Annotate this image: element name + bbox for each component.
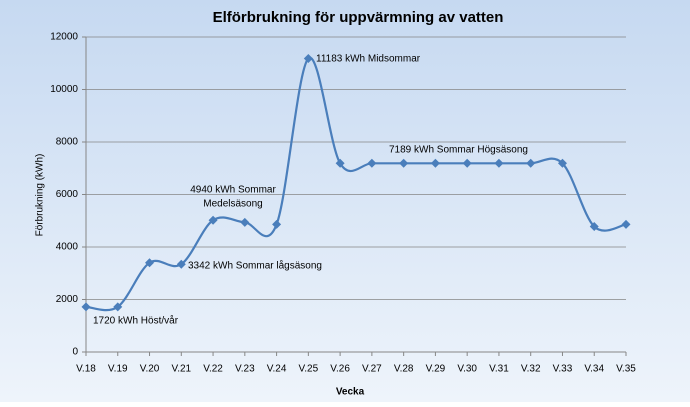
x-tick-label: V.28 [394, 364, 414, 375]
x-tick-label: V.21 [171, 364, 191, 375]
data-point [303, 53, 313, 63]
data-point [526, 158, 536, 168]
y-tick-label: 4000 [56, 242, 79, 253]
data-point [335, 158, 345, 168]
x-axis-title: Vecka [336, 387, 365, 398]
x-tick-label: V.18 [76, 364, 96, 375]
data-point [494, 158, 504, 168]
x-tick-label: V.23 [235, 364, 255, 375]
data-point [145, 258, 155, 268]
data-point [621, 219, 631, 229]
x-tick-label: V.26 [330, 364, 350, 375]
data-point [462, 158, 472, 168]
data-point [81, 302, 91, 312]
x-tick-label: V.33 [553, 364, 573, 375]
y-tick-label: 0 [72, 347, 78, 358]
x-tick-label: V.27 [362, 364, 382, 375]
x-tick-label: V.25 [299, 364, 319, 375]
x-tick-label: V.35 [616, 364, 636, 375]
annotation: 1720 kWh Höst/vår [93, 315, 179, 327]
x-tick-label: V.32 [521, 364, 541, 375]
x-tick-label: V.29 [426, 364, 446, 375]
data-point [208, 215, 218, 225]
annotation: 7189 kWh Sommar Högsäsong [389, 145, 528, 156]
y-tick-label: 10000 [50, 84, 78, 95]
chart-title: Elförbrukning för uppvärmning av vatten [213, 9, 504, 26]
x-tick-label: V.34 [584, 364, 604, 375]
data-point [367, 158, 377, 168]
y-tick-label: 8000 [56, 137, 79, 148]
x-tick-label: V.31 [489, 364, 509, 375]
x-tick-label: V.19 [108, 364, 128, 375]
x-tick-label: V.24 [267, 364, 287, 375]
data-point [430, 158, 440, 168]
x-tick-label: V.20 [140, 364, 160, 375]
annotation: 11183 kWh Midsommar [316, 54, 421, 65]
data-point [589, 222, 599, 232]
data-point [113, 302, 123, 312]
x-tick-label: V.22 [203, 364, 223, 375]
annotation: Medelsäsong [203, 199, 262, 210]
y-tick-label: 12000 [50, 32, 78, 43]
y-tick-label: 2000 [56, 294, 79, 305]
annotation: 3342 kWh Sommar lågsäsong [188, 260, 322, 272]
data-point [272, 219, 282, 229]
data-point [399, 158, 409, 168]
x-tick-label: V.30 [457, 364, 477, 375]
data-point [240, 217, 250, 227]
data-point [176, 259, 186, 269]
y-axis-title: Förbrukning (kWh) [35, 154, 46, 237]
y-tick-label: 6000 [56, 189, 79, 200]
annotation: 4940 kWh Sommar [190, 185, 276, 196]
data-point [557, 158, 567, 168]
